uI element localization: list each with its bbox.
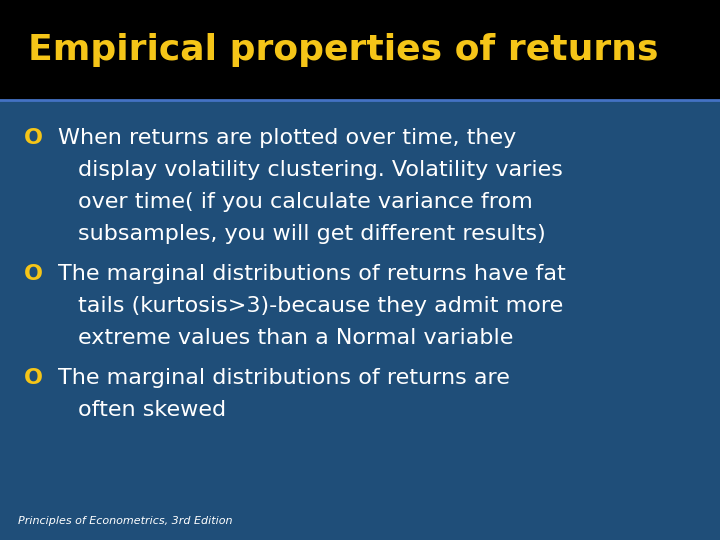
Text: The marginal distributions of returns are: The marginal distributions of returns ar… — [58, 368, 510, 388]
Text: display volatility clustering. Volatility varies: display volatility clustering. Volatilit… — [78, 160, 563, 180]
Text: tails (kurtosis>3)-because they admit more: tails (kurtosis>3)-because they admit mo… — [78, 296, 563, 316]
Text: O: O — [24, 264, 43, 284]
Text: O: O — [24, 128, 43, 148]
Text: subsamples, you will get different results): subsamples, you will get different resul… — [78, 224, 546, 244]
FancyBboxPatch shape — [0, 0, 720, 100]
Text: often skewed: often skewed — [78, 400, 226, 420]
Text: O: O — [24, 368, 43, 388]
Text: Empirical properties of returns: Empirical properties of returns — [28, 33, 659, 67]
Text: over time( if you calculate variance from: over time( if you calculate variance fro… — [78, 192, 533, 212]
Text: Principles of Econometrics, 3rd Edition: Principles of Econometrics, 3rd Edition — [18, 516, 233, 526]
Text: extreme values than a Normal variable: extreme values than a Normal variable — [78, 328, 513, 348]
Text: When returns are plotted over time, they: When returns are plotted over time, they — [58, 128, 516, 148]
Text: The marginal distributions of returns have fat: The marginal distributions of returns ha… — [58, 264, 566, 284]
